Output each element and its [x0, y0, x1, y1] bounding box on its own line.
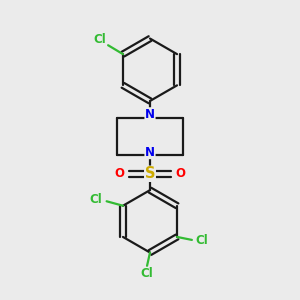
Text: N: N	[145, 108, 155, 121]
Text: N: N	[145, 146, 155, 159]
Text: Cl: Cl	[93, 33, 106, 46]
Text: Cl: Cl	[195, 234, 208, 247]
Text: S: S	[145, 166, 155, 181]
Text: O: O	[114, 167, 124, 180]
Text: Cl: Cl	[140, 267, 153, 280]
Text: O: O	[176, 167, 186, 180]
Text: Cl: Cl	[90, 193, 103, 206]
